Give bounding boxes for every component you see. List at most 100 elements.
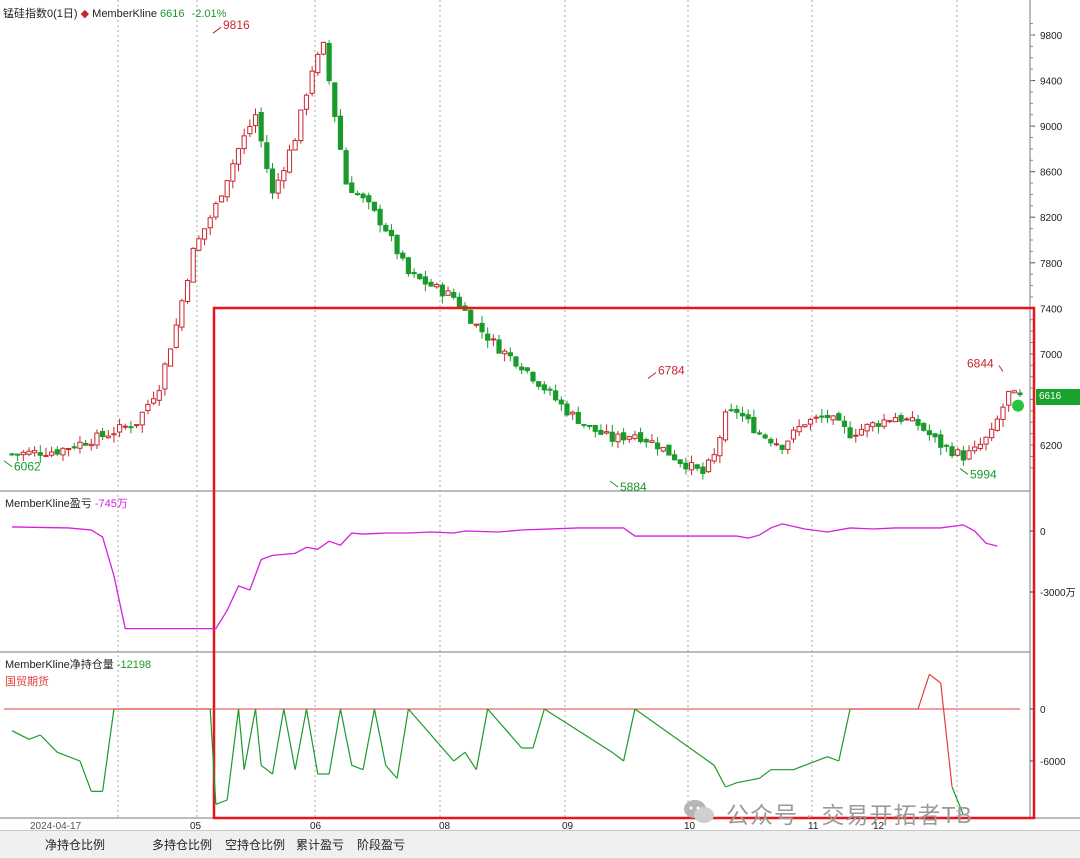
candle-body [536,381,542,387]
annotation-label: 5994 [970,467,997,481]
candle-body [926,430,932,436]
candle-body [938,434,944,448]
candle-body [915,418,921,426]
candle-body [473,323,479,326]
candle-body [711,454,717,462]
candle-body [722,411,729,441]
main-header: 锰硅指数0(1日) ◆ MemberKline 6616 -2.01% [3,5,226,21]
change-percent: -2.01% [191,8,227,20]
netpos-segment [464,752,477,770]
netpos-segment [725,782,738,788]
netpos-segment [271,708,285,775]
current-price-box: 6616 [1036,389,1080,405]
netpos-value: -12198 [116,659,152,671]
candle-body [671,454,678,461]
candle-body [960,450,966,461]
candle-body [207,217,213,229]
netpos-segment [305,708,319,775]
candle-body [677,459,683,464]
candle-body [654,442,661,450]
candle-body [377,208,383,226]
candle-body [88,443,94,447]
candle-body [592,424,598,432]
y-tick-label: 8200 [1040,213,1063,224]
annotation-leader [3,460,13,468]
candle-body [241,135,247,150]
netpos-segment [407,708,455,762]
candle-body [524,367,530,372]
candle-body [734,408,740,413]
candle-body [779,444,785,450]
candle-body [332,82,338,117]
candle-body [790,429,797,440]
netpos-segment [254,708,262,766]
pnl-y-tick-label: 0 [1040,527,1046,538]
candle-body [230,163,236,182]
candle-body [553,390,559,401]
candle-body [643,439,649,443]
netpos-segment [362,708,376,770]
candle-body [575,411,581,424]
netpos-segment [260,764,273,775]
tab-short-position-ratio[interactable]: 空持仓比例 [225,838,286,852]
netpos-segment [827,756,840,762]
candle-body [264,142,270,169]
netpos-segment [532,708,545,749]
candle-body [870,422,876,428]
netpos-segment [940,682,953,788]
netpos-segment [917,674,930,710]
annotation-leader [959,468,969,475]
netpos-segment [57,751,81,762]
tab-net-position-ratio[interactable]: 净持仓比例 [45,838,106,852]
candle-body [858,428,865,436]
netpos-segment [951,786,964,815]
candle-body [626,436,632,440]
candle-body [292,140,298,151]
candle-body [943,444,949,447]
candle-body [145,403,151,412]
candle-body [60,447,66,456]
candle-body [898,415,904,422]
candle-body [502,350,508,355]
y-tick-label: 9400 [1040,77,1063,88]
netpos-segment [283,708,296,770]
candle-body [683,462,689,470]
netpos-segment [328,708,342,775]
candle-body [1017,392,1023,396]
candle-body [451,291,457,298]
candle-body [728,409,734,412]
annotation-label: 9816 [223,18,250,32]
candle-body [139,411,145,426]
tab-period-pnl[interactable]: 阶段盈亏 [357,838,406,852]
candle-body [20,451,26,456]
x-tick-label: 08 [439,821,451,830]
candle-body [756,432,763,435]
x-tick-label: 06 [310,821,322,830]
candle-body [485,333,491,341]
candle-body [224,180,230,198]
netpos-segment [39,734,58,753]
candle-body [598,429,604,435]
candle-body [496,339,502,354]
x-tick-label: 12 [873,821,885,830]
candle-body [632,434,638,439]
pnl-title: MemberKline盈亏 [5,498,92,510]
candle-body [354,193,361,196]
candle-body [360,193,366,199]
candle-body [836,413,842,421]
candle-body [904,418,910,421]
candle-body [394,234,400,255]
tab-long-position-ratio[interactable]: 多持仓比例 [152,838,213,852]
candle-body [37,452,43,456]
netpos-segment [623,708,636,762]
watermark: 公众号 · 交易开拓者TB [726,802,973,828]
candle-body [972,446,978,452]
candle-body [179,300,185,328]
candle-body [513,356,519,367]
tab-cumulative-pnl[interactable]: 累计盈亏 [296,838,345,852]
netpos-segment [11,730,30,740]
netpos-segment [759,769,772,779]
candle-body [892,417,899,423]
candle-body [116,424,123,433]
candle-body [366,195,372,203]
